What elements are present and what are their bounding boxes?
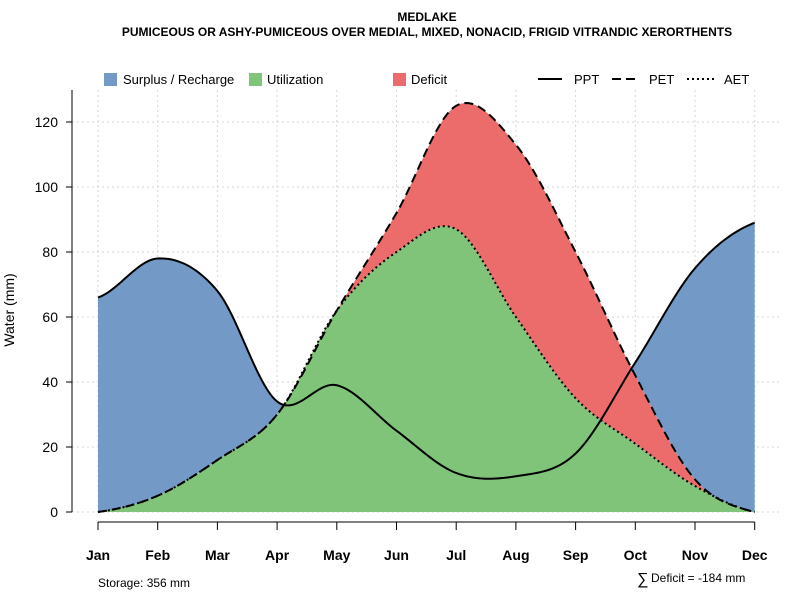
legend: Surplus / Recharge Utilization Deficit P… — [104, 72, 749, 87]
y-tick-label: 100 — [35, 179, 59, 195]
utilization-area — [98, 226, 755, 512]
y-tick-label: 20 — [42, 439, 58, 455]
legend-swatch-deficit — [393, 73, 406, 86]
y-tick-label: 0 — [50, 504, 58, 520]
area-layer — [98, 103, 755, 512]
legend-label-aet: AET — [724, 72, 749, 87]
legend-label-surplus: Surplus / Recharge — [123, 72, 234, 87]
surplus-recharge-area — [98, 103, 755, 512]
y-tick-label: 40 — [42, 374, 58, 390]
x-tick-label-mar: Mar — [205, 547, 230, 563]
x-tick-label-sep: Sep — [563, 547, 589, 563]
x-tick-label-nov: Nov — [682, 547, 709, 563]
x-tick-label-jul: Jul — [446, 547, 466, 563]
x-tick-label-jun: Jun — [384, 547, 409, 563]
ppt-series-line — [97, 221, 756, 480]
legend-label-pet: PET — [649, 72, 674, 87]
sum-symbol: ∑ — [637, 571, 648, 588]
x-tick-label-oct: Oct — [624, 547, 648, 563]
legend-label-utilization: Utilization — [267, 72, 323, 87]
y-tick-label: 60 — [42, 309, 58, 325]
line-layer — [97, 101, 756, 513]
chart-subtitle: PUMICEOUS OR ASHY-PUMICEOUS OVER MEDIAL,… — [122, 25, 732, 39]
x-tick-label-aug: Aug — [502, 547, 529, 563]
x-tick-label-may: May — [323, 547, 350, 563]
pet-series-line — [97, 101, 755, 513]
legend-label-deficit: Deficit — [411, 72, 448, 87]
legend-swatch-surplus — [104, 73, 117, 86]
deficit-area — [98, 103, 755, 512]
deficit-note: Deficit = -184 mm — [651, 571, 745, 585]
x-tick-label-dec: Dec — [742, 547, 768, 563]
axes: 0 20 40 60 80 100 120 Jan Feb Mar Apr May Jun Jul Aug S… — [35, 90, 768, 563]
y-tick-label: 120 — [35, 114, 59, 130]
legend-label-ppt: PPT — [574, 72, 599, 87]
x-tick-label-apr: Apr — [265, 547, 290, 563]
legend-swatch-utilization — [249, 73, 262, 86]
y-tick-label: 80 — [42, 244, 58, 260]
x-tick-label-jan: Jan — [86, 547, 110, 563]
storage-note: Storage: 356 mm — [98, 576, 190, 590]
x-tick-label-feb: Feb — [145, 547, 170, 563]
y-axis-label: Water (mm) — [1, 273, 17, 346]
chart-title: MEDLAKE — [397, 10, 456, 24]
